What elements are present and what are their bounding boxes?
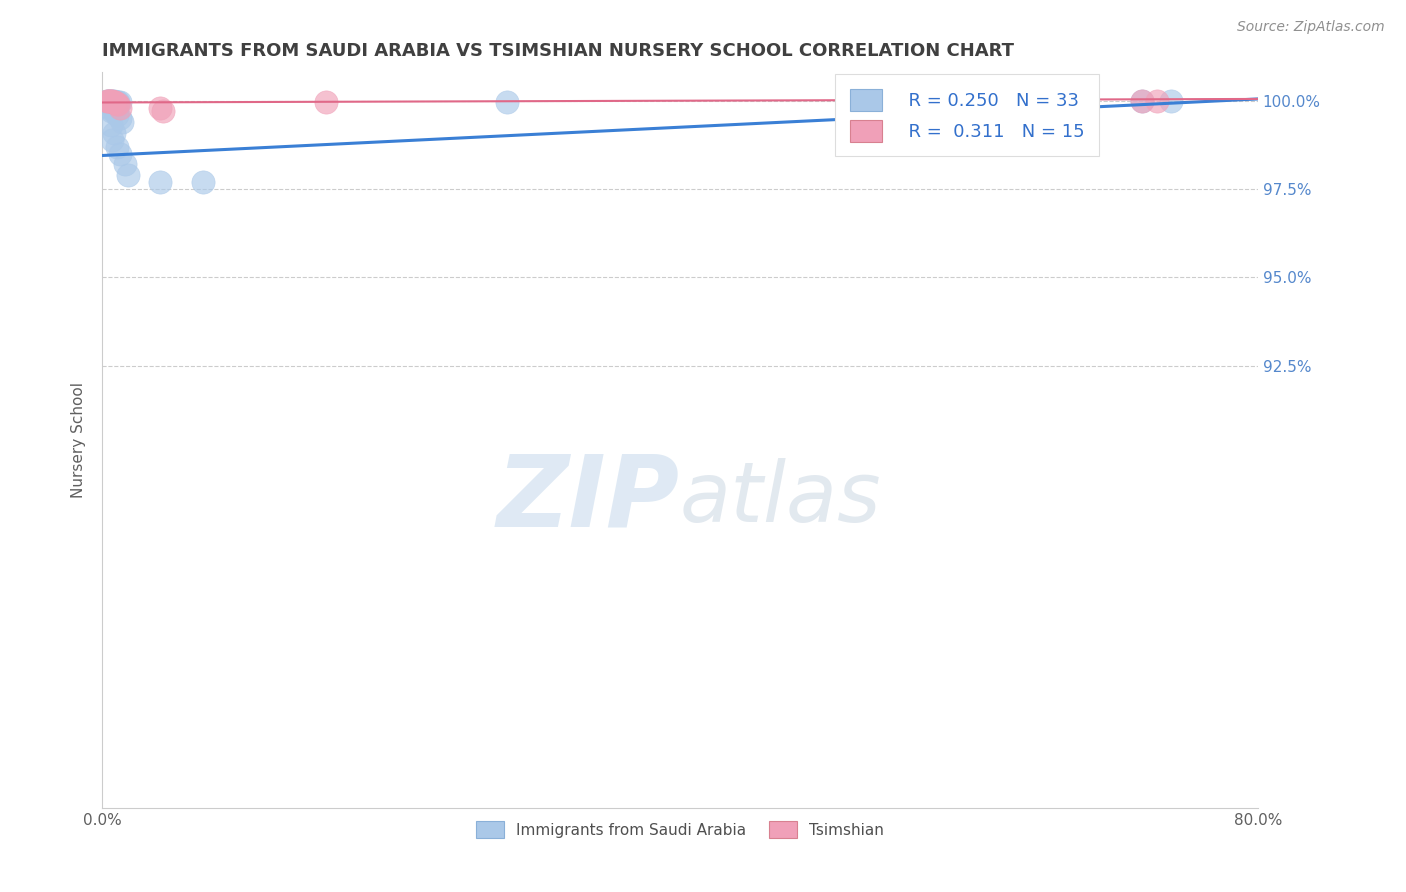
- Point: [103, 126, 125, 140]
- Point: [101, 94, 124, 108]
- Point: [193, 175, 215, 189]
- Point: [103, 104, 125, 119]
- Point: [103, 97, 125, 112]
- Point: [104, 95, 127, 110]
- Point: [96, 94, 118, 108]
- Point: [96, 94, 118, 108]
- Point: [315, 95, 337, 110]
- Legend: Immigrants from Saudi Arabia, Tsimshian: Immigrants from Saudi Arabia, Tsimshian: [470, 815, 890, 844]
- Point: [103, 94, 125, 108]
- Point: [98, 94, 121, 108]
- Point: [100, 94, 122, 108]
- Text: IMMIGRANTS FROM SAUDI ARABIA VS TSIMSHIAN NURSERY SCHOOL CORRELATION CHART: IMMIGRANTS FROM SAUDI ARABIA VS TSIMSHIA…: [103, 42, 1014, 60]
- Point: [111, 115, 134, 129]
- Point: [98, 101, 121, 115]
- Point: [97, 94, 120, 108]
- Point: [114, 157, 136, 171]
- Text: Source: ZipAtlas.com: Source: ZipAtlas.com: [1237, 20, 1385, 34]
- Text: ZIP: ZIP: [498, 450, 681, 548]
- Point: [103, 95, 125, 110]
- Point: [101, 94, 124, 108]
- Point: [105, 139, 128, 153]
- Point: [152, 104, 174, 119]
- Point: [97, 94, 120, 108]
- Point: [105, 97, 128, 112]
- Point: [98, 94, 121, 108]
- Point: [1130, 94, 1153, 108]
- Point: [117, 168, 139, 182]
- Y-axis label: Nursery School: Nursery School: [72, 382, 86, 498]
- Point: [1130, 94, 1153, 108]
- Point: [108, 95, 131, 110]
- Point: [104, 95, 127, 110]
- Point: [100, 104, 122, 119]
- Point: [104, 97, 127, 112]
- Point: [100, 119, 122, 133]
- Point: [1146, 94, 1168, 108]
- Text: atlas: atlas: [681, 458, 882, 540]
- Point: [105, 99, 128, 113]
- Point: [108, 146, 131, 161]
- Point: [107, 97, 129, 112]
- Point: [105, 108, 128, 122]
- Point: [100, 97, 122, 112]
- Point: [149, 175, 172, 189]
- Point: [495, 95, 517, 110]
- Point: [149, 101, 172, 115]
- Point: [107, 95, 129, 110]
- Point: [101, 99, 124, 113]
- Point: [1160, 94, 1182, 108]
- Point: [100, 94, 122, 108]
- Point: [108, 101, 131, 115]
- Point: [105, 95, 128, 110]
- Point: [108, 112, 131, 126]
- Point: [101, 132, 124, 146]
